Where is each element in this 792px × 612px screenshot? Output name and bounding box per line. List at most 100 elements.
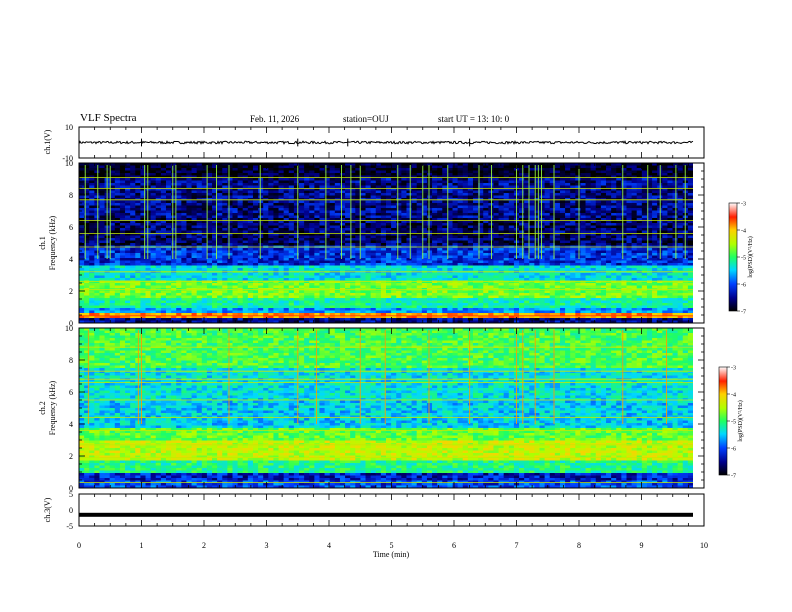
spectrogram-cell xyxy=(380,193,387,196)
spectrogram-cell xyxy=(339,300,346,304)
spectrogram-cell xyxy=(345,258,351,261)
spectrogram-cell xyxy=(345,195,351,199)
spectrogram-cell xyxy=(314,265,320,269)
spectrogram-cell xyxy=(212,183,218,186)
spectrogram-cell xyxy=(227,193,233,196)
spectrogram-cell xyxy=(386,283,392,286)
spectrogram-cell xyxy=(304,248,310,251)
spectrogram-cell xyxy=(160,298,167,301)
spectrogram-cell xyxy=(319,258,325,261)
spectrogram-cell xyxy=(391,260,397,264)
spectrogram-cell xyxy=(288,255,295,259)
spectrogram-cell xyxy=(119,298,126,301)
spectrogram-cell xyxy=(232,183,239,186)
spectrogram-cell xyxy=(462,303,469,306)
spectrogram-cell xyxy=(365,228,372,231)
spectrogram-cell xyxy=(401,173,407,176)
spectrogram-cell xyxy=(406,258,412,261)
spectrogram-cell xyxy=(155,268,162,271)
spectrogram-cell xyxy=(365,273,372,276)
spectrogram-cell xyxy=(222,280,228,284)
spectrogram-cell xyxy=(140,163,146,166)
spectrogram-cell xyxy=(411,253,418,256)
spectrogram-cell xyxy=(252,268,259,271)
spectrogram-cell xyxy=(140,243,146,246)
spectrogram-cell xyxy=(155,163,162,166)
spectrogram-cell xyxy=(380,275,387,279)
spectrogram-cell xyxy=(125,253,131,256)
spectrogram-cell xyxy=(401,175,407,179)
spectrogram-cell xyxy=(329,213,336,216)
spectrogram-cell xyxy=(339,175,346,179)
spectrogram-cell xyxy=(462,300,469,304)
spectrogram-cell xyxy=(452,295,459,299)
spectrogram-cell xyxy=(196,293,203,296)
spectrogram-cell xyxy=(160,225,167,229)
spectrogram-cell xyxy=(119,228,126,231)
spectrogram-cell xyxy=(396,248,402,251)
spectrogram-cell xyxy=(442,163,448,166)
spectrogram-cell xyxy=(365,170,372,174)
spectrogram-cell xyxy=(273,280,279,284)
spectrogram-cell xyxy=(299,215,305,219)
spectrogram-cell xyxy=(79,273,85,276)
spectrogram-cell xyxy=(457,320,464,324)
spectrogram-cell xyxy=(319,178,325,181)
spectrogram-cell xyxy=(421,320,428,324)
spectrogram-cell xyxy=(273,278,279,281)
spectrogram-cell xyxy=(201,243,208,246)
spectrogram-cell xyxy=(247,193,254,196)
spectrogram-cell xyxy=(227,248,233,251)
spectrogram-cell xyxy=(232,170,239,174)
spectrogram-cell xyxy=(467,253,474,256)
spectrogram-cell xyxy=(386,180,392,184)
spectrogram-cell xyxy=(212,298,218,301)
spectrogram-cell xyxy=(191,163,198,166)
spectrogram-cell xyxy=(155,255,162,259)
spectrogram-cell xyxy=(242,183,249,186)
spectrogram-cell xyxy=(288,275,295,279)
spectrogram-cell xyxy=(252,183,259,186)
spectrogram-cell xyxy=(416,178,423,181)
spectrogram-cell xyxy=(114,313,121,316)
spectrogram-cell xyxy=(140,283,146,286)
spectrogram-cell xyxy=(432,200,438,204)
spectrogram-cell xyxy=(79,310,85,314)
spectrogram-cell xyxy=(467,305,474,309)
spectrogram-cell xyxy=(283,240,290,244)
spectrogram-cell xyxy=(370,265,377,269)
spectrogram-cell xyxy=(79,165,85,169)
spectrogram-cell xyxy=(273,235,279,239)
spectrogram-cell xyxy=(222,253,228,256)
spectrogram-cell xyxy=(217,265,223,269)
spectrogram-cell xyxy=(191,265,198,269)
spectrogram-cell xyxy=(135,175,141,179)
spectrogram-cell xyxy=(252,305,259,309)
spectrogram-cell xyxy=(212,243,218,246)
spectrogram-cell xyxy=(411,230,418,234)
spectrogram-cell xyxy=(258,168,264,171)
spectrogram-cell xyxy=(79,275,85,279)
spectrogram-cell xyxy=(135,220,141,224)
spectrogram-cell xyxy=(432,218,438,221)
spectrogram-cell xyxy=(365,195,372,199)
spectrogram-cell xyxy=(258,203,264,206)
spectrogram-cell xyxy=(222,193,228,196)
spectrogram-cell xyxy=(299,255,305,259)
spectrogram-cell xyxy=(206,310,213,314)
spectrogram-cell xyxy=(457,318,464,321)
spectrogram-cell xyxy=(314,195,320,199)
spectrogram-cell xyxy=(324,235,331,239)
spectrogram-cell xyxy=(386,165,392,169)
spectrogram-cell xyxy=(145,168,152,171)
spectrogram-cell xyxy=(457,258,464,261)
spectrogram-cell xyxy=(345,223,351,226)
spectrogram-cell xyxy=(150,308,157,311)
spectrogram-cell xyxy=(252,223,259,226)
spectrogram-cell xyxy=(426,178,433,181)
spectrogram-cell xyxy=(155,185,162,189)
spectrogram-cell xyxy=(334,168,341,171)
spectrogram-cell xyxy=(442,233,448,236)
spectrogram-cell xyxy=(196,260,203,264)
spectrogram-cell xyxy=(252,185,259,189)
